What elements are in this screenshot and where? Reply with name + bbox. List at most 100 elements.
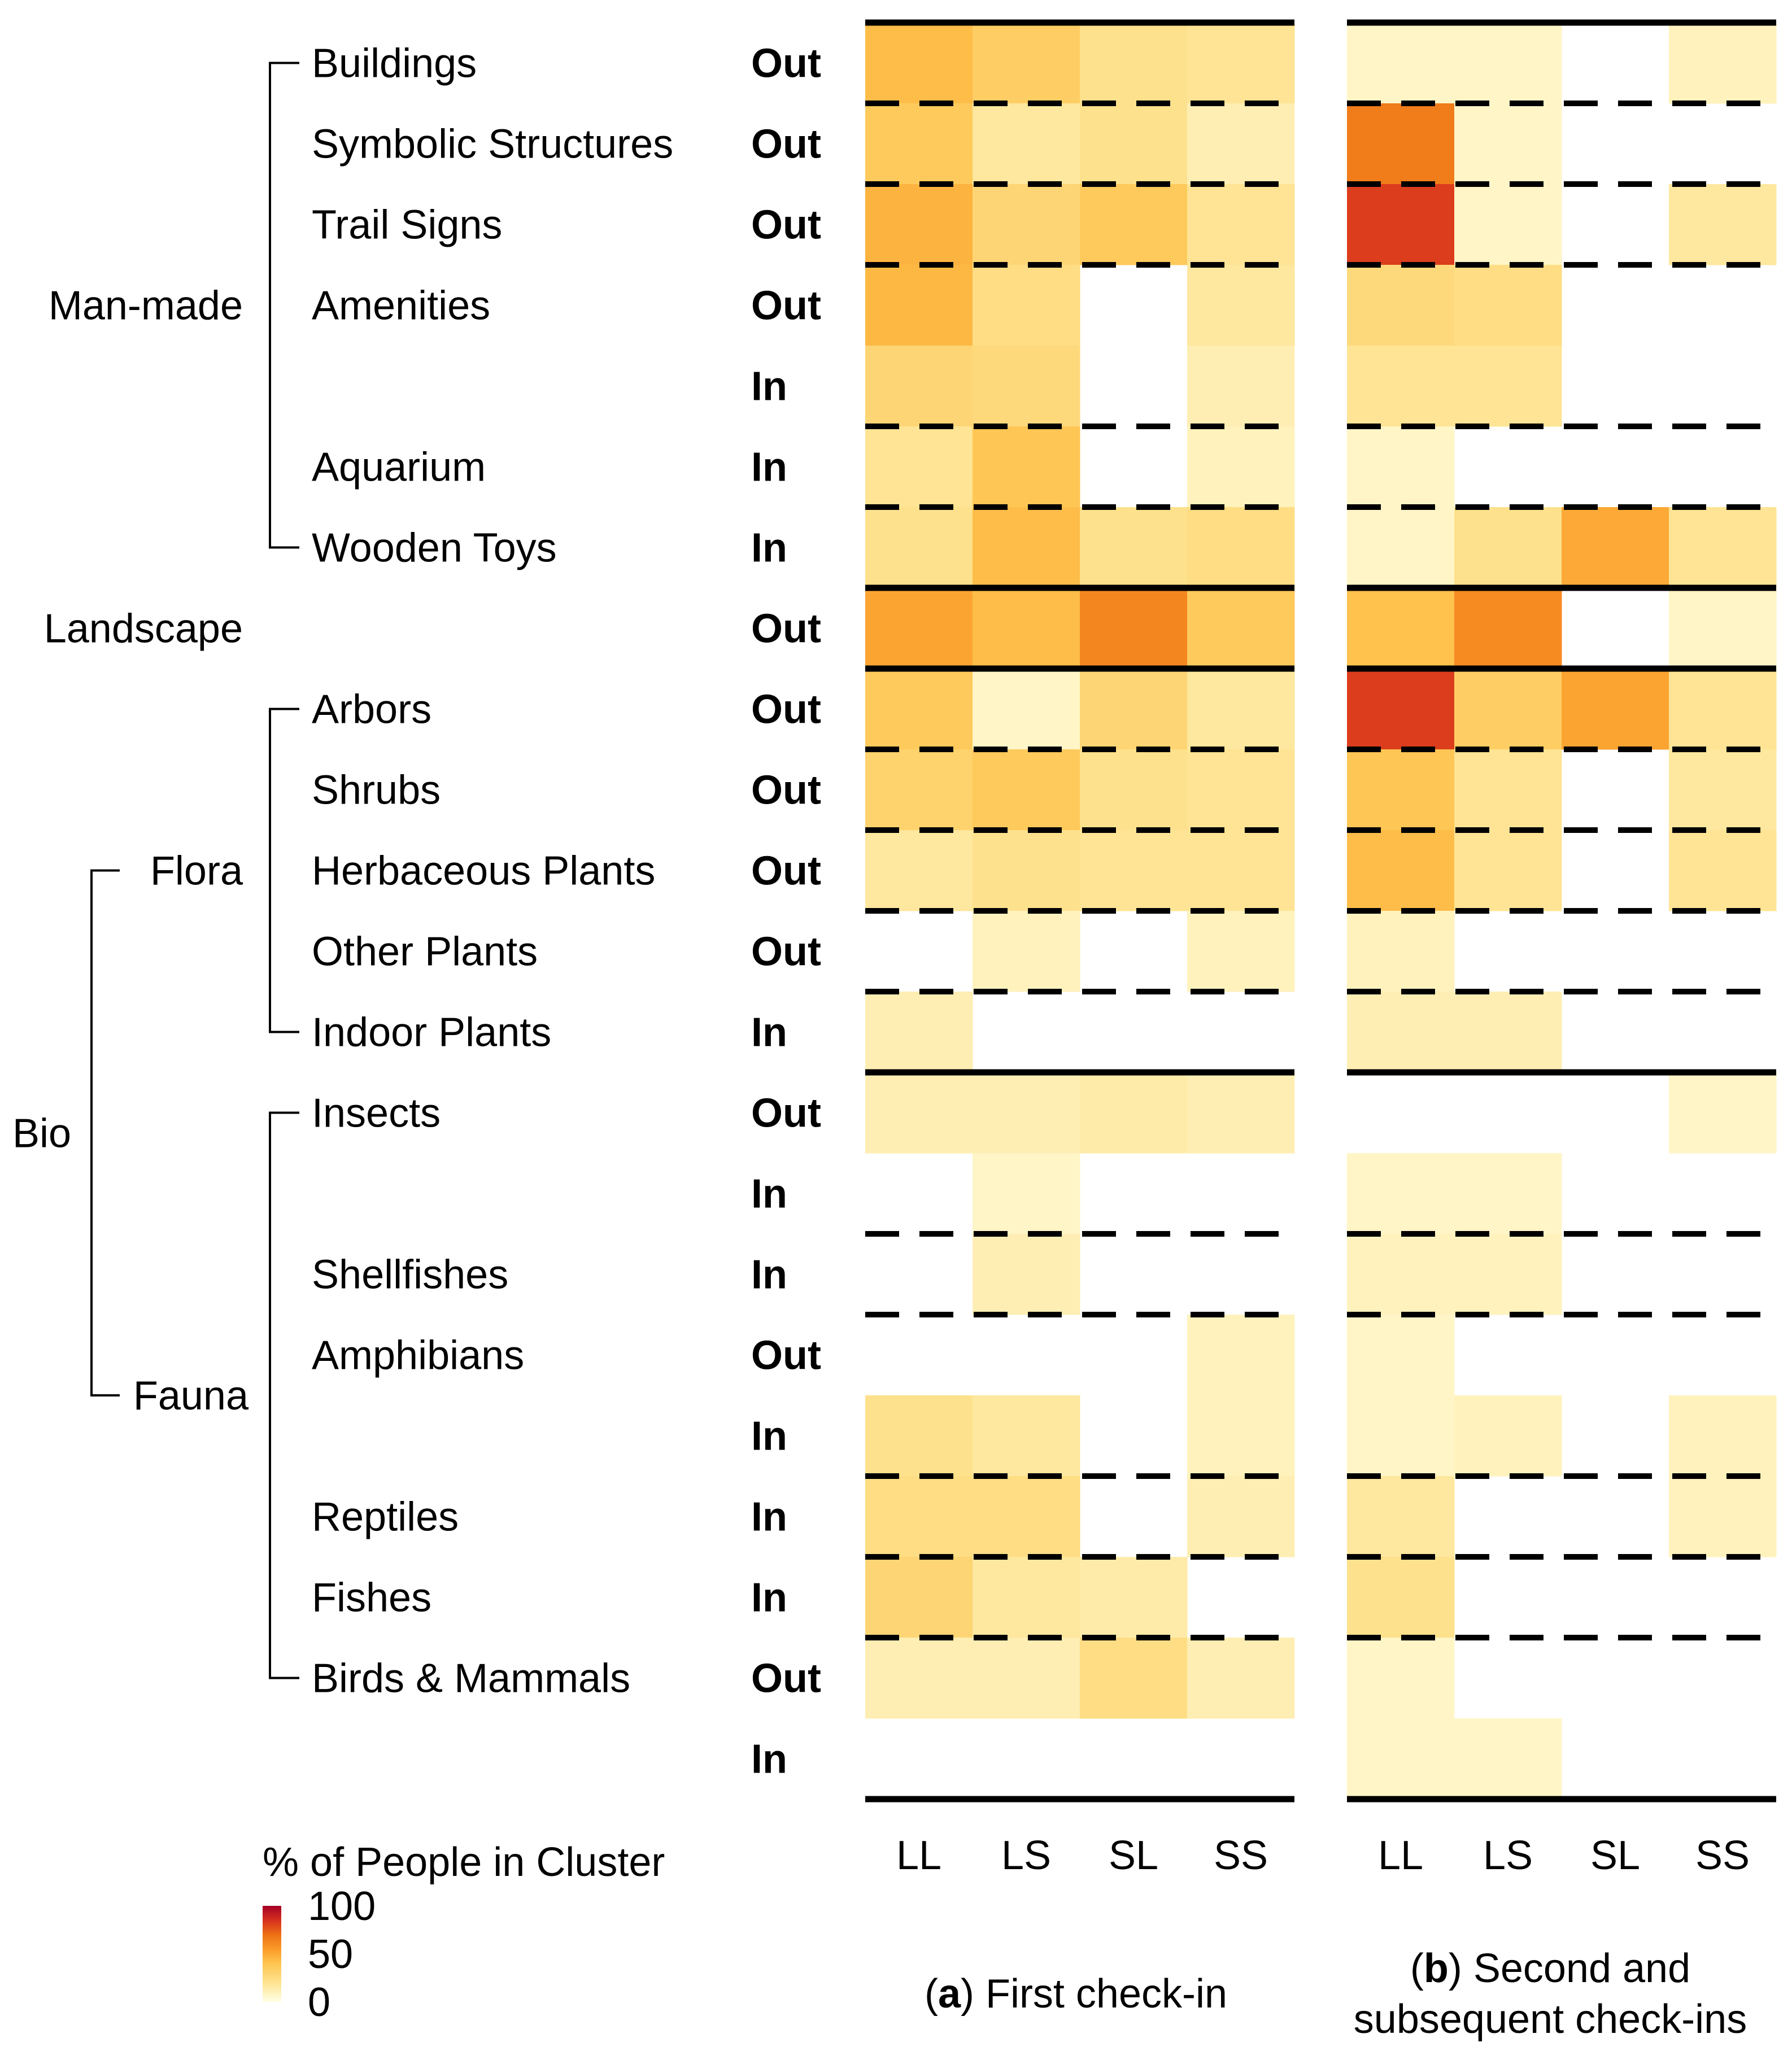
cell-b-r18-LL — [1347, 1476, 1455, 1557]
row-label-1: Symbolic Structures — [312, 122, 673, 167]
cell-b-r10-LL — [1347, 830, 1455, 911]
cell-a-r8-LS — [973, 669, 1080, 750]
cell-b-r9-SS — [1669, 749, 1777, 831]
io-label-17: In — [751, 1414, 787, 1459]
cell-b-r11-LL — [1347, 911, 1455, 992]
cell-b-r10-SS — [1669, 830, 1777, 911]
legend-tick-50: 50 — [308, 1932, 353, 1977]
cell-b-r10-LS — [1454, 830, 1562, 911]
cell-a-r3-LS — [973, 265, 1080, 346]
cell-b-r4-LS — [1454, 346, 1562, 427]
col-label-b-LL: LL — [1378, 1833, 1423, 1878]
cell-a-r3-LL — [865, 265, 973, 346]
cell-a-r18-SS — [1187, 1476, 1295, 1557]
cell-b-r14-LL — [1347, 1153, 1455, 1234]
cell-b-r12-LL — [1347, 992, 1455, 1073]
cell-a-r13-SS — [1187, 1072, 1295, 1154]
cell-b-r4-LL — [1347, 346, 1455, 427]
cell-a-r14-LS — [973, 1153, 1080, 1234]
cell-a-r18-LS — [973, 1476, 1080, 1557]
row-separators — [865, 19, 1776, 1802]
row-label-18: Reptiles — [312, 1495, 459, 1540]
caption-b-letter: b — [1424, 1946, 1449, 1991]
cell-b-r8-SS — [1669, 669, 1777, 750]
cell-a-r4-SS — [1187, 346, 1295, 427]
io-label-6: In — [751, 526, 787, 571]
cell-a-r13-LL — [865, 1072, 973, 1154]
cell-b-r8-LS — [1454, 669, 1562, 750]
cell-a-r17-LL — [865, 1395, 973, 1477]
cell-b-r8-LL — [1347, 669, 1455, 750]
cell-b-r17-SS — [1669, 1395, 1777, 1477]
cell-a-r13-SL — [1080, 1072, 1188, 1154]
cell-b-r6-SL — [1562, 507, 1669, 588]
cell-a-r10-LL — [865, 830, 973, 911]
cell-a-r11-SS — [1187, 911, 1295, 992]
heatmap-cells — [865, 23, 1777, 1800]
row-label-16: Amphibians — [312, 1333, 524, 1378]
row-label-19: Fishes — [312, 1575, 431, 1621]
row-label-10: Herbaceous Plants — [312, 849, 655, 894]
cell-b-r0-SS — [1669, 23, 1777, 104]
row-label-8: Arbors — [312, 687, 431, 732]
row-labels: Buildings Out Symbolic Structures Out Trail … — [312, 41, 821, 1782]
io-label-11: Out — [751, 929, 821, 975]
cell-a-r8-SS — [1187, 669, 1295, 750]
caption-b-line2: subsequent check-ins — [1354, 1997, 1747, 2042]
caption-b-text: Second and — [1473, 1946, 1690, 1991]
cell-b-r3-LL — [1347, 265, 1455, 346]
cell-b-r1-LS — [1454, 103, 1562, 185]
col-label-a-LL: LL — [896, 1833, 941, 1878]
io-label-20: Out — [751, 1656, 821, 1701]
cell-a-r6-SL — [1080, 507, 1188, 588]
cell-b-r18-SS — [1669, 1476, 1777, 1557]
cell-a-r3-SS — [1187, 265, 1295, 346]
cell-b-r2-LS — [1454, 184, 1562, 265]
group-label-bio: Bio — [12, 1111, 71, 1156]
cell-b-r5-LL — [1347, 426, 1455, 508]
cell-b-r19-LL — [1347, 1557, 1455, 1638]
caption-a: (a) First check-in — [925, 1971, 1227, 2017]
cell-a-r0-LS — [973, 23, 1080, 104]
io-label-4: In — [751, 364, 787, 409]
cell-a-r2-SS — [1187, 184, 1295, 265]
io-label-0: Out — [751, 41, 821, 86]
cell-a-r6-LS — [973, 507, 1080, 588]
cell-a-r20-LL — [865, 1638, 973, 1719]
cell-a-r20-SL — [1080, 1638, 1188, 1719]
cell-a-r20-LS — [973, 1638, 1080, 1719]
cell-b-r16-LL — [1347, 1315, 1455, 1396]
col-label-b-SS: SS — [1695, 1833, 1750, 1878]
cell-a-r1-SS — [1187, 103, 1295, 185]
cell-a-r2-SL — [1080, 184, 1188, 265]
cell-a-r0-SS — [1187, 23, 1295, 104]
cell-a-r5-LS — [973, 426, 1080, 508]
cell-b-r3-LS — [1454, 265, 1562, 346]
legend-colorbar — [263, 1906, 281, 2002]
group-label-fauna: Fauna — [133, 1373, 249, 1419]
bracket-fauna — [269, 1111, 299, 1679]
cell-a-r10-LS — [973, 830, 1080, 911]
cell-a-r16-SS — [1187, 1315, 1295, 1396]
io-label-3: Out — [751, 283, 821, 329]
row-label-15: Shellfishes — [312, 1252, 508, 1298]
cell-a-r6-LL — [865, 507, 973, 588]
cell-b-r7-LL — [1347, 588, 1455, 669]
group-brackets: Man-made Landscape Flora Fauna Bio — [12, 62, 299, 1679]
cell-a-r19-LL — [865, 1557, 973, 1638]
cell-a-r4-LL — [865, 346, 973, 427]
cell-a-r5-SS — [1187, 426, 1295, 508]
cell-b-r7-LS — [1454, 588, 1562, 669]
cell-b-r15-LL — [1347, 1234, 1455, 1315]
row-label-5: Aquarium — [312, 445, 486, 490]
row-label-0: Buildings — [312, 41, 477, 86]
cell-a-r17-LS — [973, 1395, 1080, 1477]
cell-b-r9-LL — [1347, 749, 1455, 831]
row-label-9: Shrubs — [312, 768, 441, 813]
row-label-2: Trail Signs — [312, 203, 502, 248]
cell-a-r20-SS — [1187, 1638, 1295, 1719]
row-label-3: Amenities — [312, 283, 490, 329]
io-label-5: In — [751, 445, 787, 490]
legend-title: % of People in Cluster — [263, 1840, 665, 1885]
cell-a-r9-LL — [865, 749, 973, 831]
